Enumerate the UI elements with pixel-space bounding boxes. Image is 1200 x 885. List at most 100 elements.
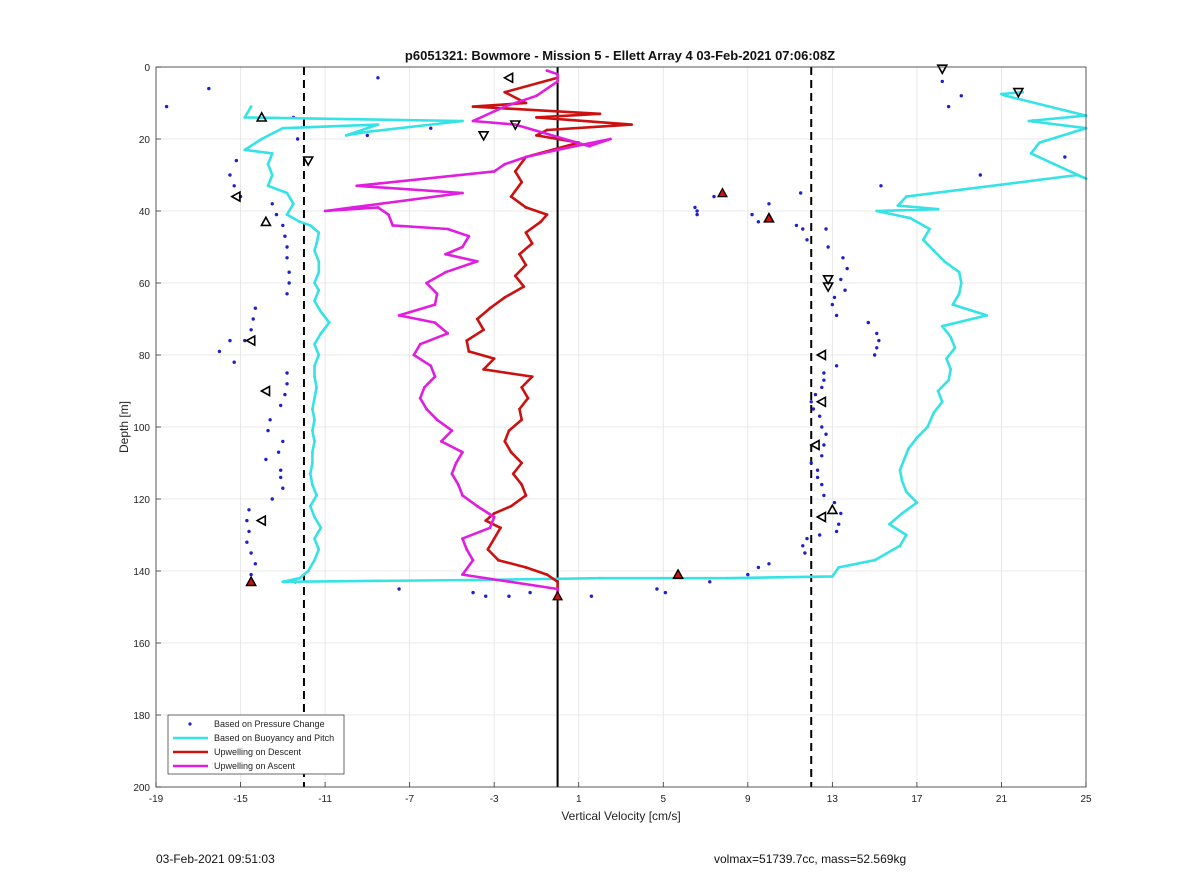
series-point-upwelling-on-descent	[524, 206, 528, 209]
x-tick-label: 25	[1080, 794, 1092, 805]
series-point-upwelling-on-descent	[520, 180, 524, 184]
pressure-point	[376, 76, 380, 80]
series-point-upwelling-on-ascent	[461, 537, 464, 540]
series-point-based-on-buoyancy-and-pitch	[266, 184, 270, 188]
pressure-point	[228, 173, 232, 177]
series-point-upwelling-on-ascent	[488, 526, 492, 530]
red-filled-marker	[672, 568, 684, 579]
series-point-upwelling-on-descent	[520, 386, 524, 389]
pressure-point	[756, 220, 761, 224]
triangle-left-marker	[815, 511, 827, 523]
series-point-upwelling-on-descent	[475, 317, 479, 321]
series-point-based-on-buoyancy-and-pitch	[313, 515, 316, 519]
series-point-based-on-buoyancy-and-pitch	[315, 386, 319, 389]
pressure-point	[283, 392, 287, 397]
series-point-upwelling-on-descent	[526, 396, 530, 400]
series-point-upwelling-on-ascent	[475, 504, 479, 508]
pressure-point	[822, 371, 826, 375]
pressure-point	[247, 508, 251, 512]
series-point-based-on-buoyancy-and-pitch	[317, 353, 321, 357]
series-point-upwelling-on-descent	[535, 116, 538, 119]
pressure-point	[841, 256, 845, 260]
series-point-based-on-buoyancy-and-pitch	[281, 126, 285, 130]
series-point-upwelling-on-ascent	[465, 548, 469, 551]
series-point-based-on-buoyancy-and-pitch	[904, 490, 908, 494]
series-point-upwelling-on-descent	[465, 339, 469, 342]
pressure-point	[232, 360, 236, 364]
pressure-point	[839, 277, 843, 282]
triangle-down-marker	[1012, 87, 1025, 99]
series-point-upwelling-on-ascent	[454, 461, 458, 465]
series-point-based-on-buoyancy-and-pitch	[298, 576, 302, 580]
pressure-point	[655, 587, 659, 591]
series-point-based-on-buoyancy-and-pitch	[313, 299, 316, 303]
series-point-upwelling-on-descent	[535, 134, 538, 137]
chart-title: p6051321: Bowmore - Mission 5 - Ellett A…	[405, 48, 835, 63]
series-point-upwelling-on-descent	[507, 429, 511, 432]
series-point-upwelling-on-ascent	[397, 314, 401, 317]
pressure-point	[822, 378, 826, 382]
series-point-based-on-buoyancy-and-pitch	[471, 578, 475, 582]
x-tick-label: -19	[149, 794, 164, 805]
pressure-point	[589, 594, 594, 598]
series-point-based-on-buoyancy-and-pitch	[957, 292, 961, 296]
series-point-based-on-buoyancy-and-pitch	[315, 242, 319, 245]
series-point-based-on-buoyancy-and-pitch	[281, 580, 285, 584]
pressure-point	[695, 209, 699, 213]
pressure-point	[824, 227, 828, 231]
pressure-point	[471, 590, 475, 595]
series-point-upwelling-on-ascent	[423, 386, 426, 389]
series-point-upwelling-on-descent	[482, 368, 486, 371]
pressure-point	[270, 497, 274, 501]
triangle-up-marker	[260, 215, 272, 227]
series-point-upwelling-on-ascent	[435, 418, 439, 422]
pressure-point	[817, 414, 822, 418]
series-point-upwelling-on-ascent	[376, 206, 380, 209]
series-point-based-on-buoyancy-and-pitch	[907, 447, 910, 450]
pressure-point	[824, 432, 828, 436]
triangle-up-marker	[826, 503, 839, 515]
pressure-point	[820, 425, 824, 429]
series-point-based-on-buoyancy-and-pitch	[915, 501, 919, 504]
series-point-based-on-buoyancy-and-pitch	[260, 137, 264, 141]
series-point-based-on-buoyancy-and-pitch	[932, 411, 936, 414]
series-point-upwelling-on-descent	[520, 461, 524, 465]
reference-lines	[302, 67, 813, 787]
series-point-upwelling-on-ascent	[444, 252, 447, 256]
x-tick-label: 13	[827, 794, 839, 805]
footer-timestamp: 03-Feb-2021 09:51:03	[156, 852, 275, 866]
series-point-based-on-buoyancy-and-pitch	[947, 378, 951, 382]
pressure-point	[285, 245, 289, 249]
series-point-upwelling-on-descent	[467, 350, 471, 353]
y-tick-label: 120	[133, 495, 150, 506]
pressure-point	[285, 382, 289, 386]
pressure-point	[815, 475, 820, 480]
red-filled-marker	[245, 576, 257, 587]
pressure-point	[266, 428, 270, 433]
series-point-upwelling-on-descent	[471, 105, 475, 108]
series-point-upwelling-on-ascent	[412, 353, 416, 357]
pressure-point	[978, 173, 983, 177]
series-point-based-on-buoyancy-and-pitch	[1027, 119, 1031, 123]
triangle-left-marker	[255, 514, 267, 527]
pressure-point	[708, 580, 712, 584]
series-point-based-on-buoyancy-and-pitch	[1038, 141, 1041, 145]
series-point-based-on-buoyancy-and-pitch	[837, 566, 841, 569]
pressure-point	[946, 104, 951, 109]
series-point-upwelling-on-descent	[497, 558, 500, 562]
y-tick-label: 160	[133, 639, 150, 650]
series-point-based-on-buoyancy-and-pitch	[951, 303, 955, 306]
legend-label-pressure: Based on Pressure Change	[214, 719, 325, 729]
pressure-point	[839, 511, 843, 516]
series-point-based-on-buoyancy-and-pitch	[313, 537, 316, 540]
series-point-upwelling-on-descent	[518, 252, 521, 256]
pressure-point	[712, 194, 716, 199]
pressure-point	[279, 468, 283, 472]
series-point-based-on-buoyancy-and-pitch	[942, 260, 946, 263]
pressure-point	[264, 457, 268, 462]
series-point-based-on-buoyancy-and-pitch	[285, 191, 289, 195]
legend-box	[167, 714, 345, 775]
pressure-point	[811, 407, 816, 411]
series-point-based-on-buoyancy-and-pitch	[1029, 152, 1033, 155]
x-tick-label: 1	[576, 794, 582, 805]
